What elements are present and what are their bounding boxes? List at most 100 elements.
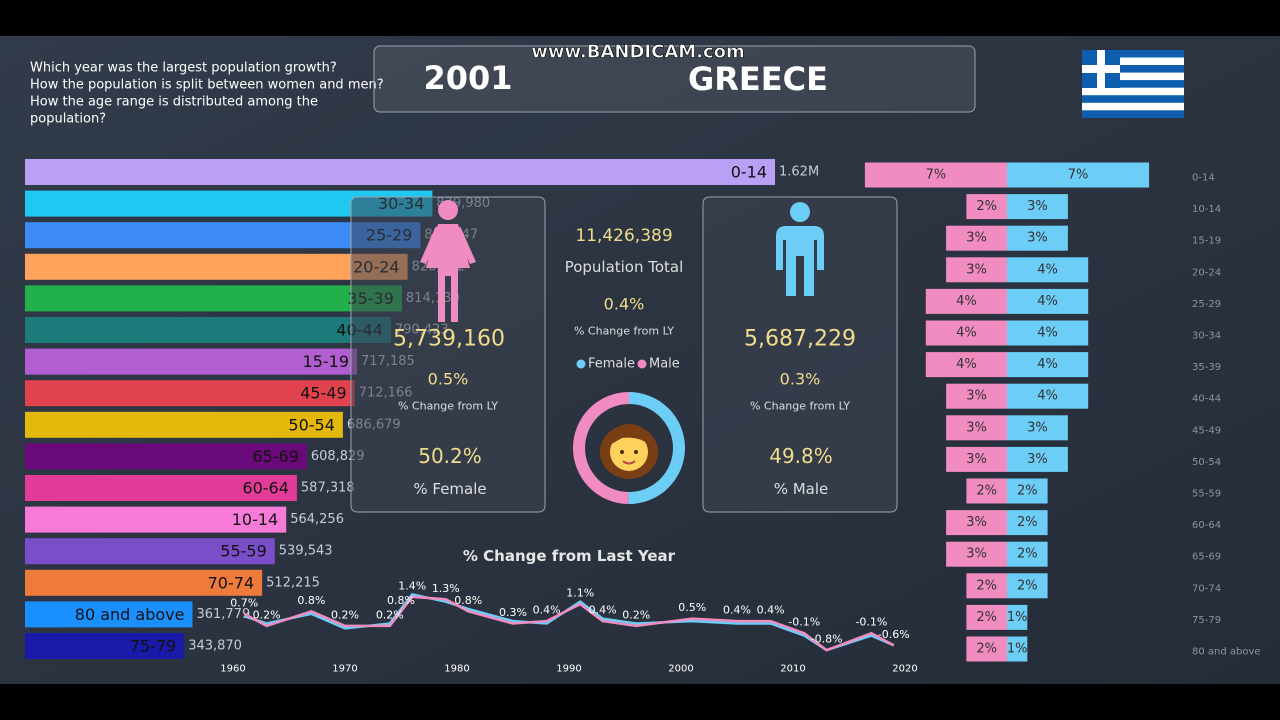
question: population? [30, 112, 106, 127]
data-label: 0.4% [723, 604, 751, 617]
donut-segment [628, 392, 685, 504]
bar [25, 569, 263, 596]
bar-category: 45-49 [300, 384, 347, 403]
pyramid-bar [925, 320, 1007, 346]
legend-label: Female [588, 357, 635, 372]
age-label: 20-24 [1192, 267, 1221, 278]
bar [25, 380, 355, 407]
bar [25, 317, 391, 343]
data-label: 0.5% [678, 601, 706, 614]
age-label: 60-64 [1192, 520, 1221, 531]
year: 2001 [423, 59, 512, 97]
age-label: 40-44 [1192, 394, 1221, 405]
age-label: 70-74 [1192, 583, 1221, 594]
bar-category: 65-69 [252, 447, 299, 466]
pyramid-bar [1007, 225, 1068, 251]
pyramid-bar [925, 352, 1007, 378]
pyramid-bar [1007, 604, 1028, 630]
data-label: 0.8% [297, 594, 325, 607]
data-label: 0.2% [376, 608, 404, 621]
pyramid-label: 2% [976, 199, 997, 214]
bar-value-label: 564,256 [290, 512, 344, 527]
data-label: -0.6% [878, 628, 910, 641]
pyramid-label: 2% [976, 484, 997, 499]
pyramid-label: 3% [1027, 452, 1048, 467]
male-change: 0.3% [780, 370, 821, 389]
data-label: 0.7% [230, 596, 258, 609]
female-icon [420, 200, 476, 322]
pyramid-label: 3% [966, 389, 987, 404]
pyramid-bar [864, 162, 1007, 188]
bar-value-label: 361,779 [196, 607, 250, 622]
bar-category: 70-74 [208, 573, 255, 592]
age-label: 45-49 [1192, 425, 1221, 436]
age-label: 65-69 [1192, 552, 1221, 563]
pyramid-bar [946, 415, 1007, 441]
bar [25, 601, 193, 628]
data-label: -0.8% [811, 633, 843, 646]
pyramid-bar [1007, 415, 1068, 441]
male-change-label: % Change from LY [750, 400, 850, 413]
pyramid-bar [946, 383, 1007, 409]
pyramid-bar [1007, 636, 1028, 662]
pyramid-label: 7% [926, 168, 947, 183]
x-tick-label: 1970 [332, 664, 357, 675]
data-label: 1.1% [566, 587, 594, 600]
legend-swatch [637, 359, 647, 369]
data-label: 1.3% [432, 582, 460, 595]
pyramid-bar [966, 478, 1007, 504]
male-share-label: % Male [774, 480, 829, 498]
pyramid-label: 1% [1007, 642, 1028, 657]
female-share: 50.2% [418, 444, 482, 468]
x-tick-label: 2000 [668, 664, 693, 675]
country: GREECE [688, 60, 828, 98]
pyramid-label: 3% [1027, 199, 1048, 214]
donut-chart: Female Male [573, 357, 685, 504]
pyramid-label: 4% [956, 326, 977, 341]
pyramid-label: 2% [1017, 515, 1038, 530]
pyramid-bar [946, 541, 1007, 567]
pyramid-label: 4% [1037, 326, 1058, 341]
pyramid-label: 1% [1007, 610, 1028, 625]
data-label: -0.1% [855, 616, 887, 629]
male-share: 49.8% [769, 444, 833, 468]
pyramid-label: 2% [976, 578, 997, 593]
bar [25, 159, 775, 185]
pyramid-label: 3% [966, 547, 987, 562]
bar-category: 0-14 [731, 163, 767, 182]
population-change-label: % Change from LY [574, 325, 674, 338]
bar [25, 475, 297, 501]
pyramid-bar [1007, 383, 1089, 409]
bar [25, 411, 343, 438]
legend-label: Male [649, 357, 680, 372]
age-label: 15-19 [1192, 236, 1221, 247]
bar-value-label: 343,870 [188, 639, 242, 654]
pyramid-label: 3% [966, 231, 987, 246]
pyramid-bar [966, 604, 1007, 630]
female-total: 5,739,160 [393, 327, 505, 352]
pyramid-label: 3% [966, 515, 987, 530]
female-share-label: % Female [413, 480, 486, 498]
age-label: 30-34 [1192, 331, 1221, 342]
bar-category: 55-59 [220, 542, 267, 561]
pyramid-label: 4% [1037, 294, 1058, 309]
population-total: 11,426,389 [575, 226, 672, 246]
pyramid-label: 2% [976, 610, 997, 625]
chart-title: % Change from Last Year [463, 547, 676, 565]
pyramid-bar [966, 573, 1007, 599]
watermark: www.BANDICAM.com [531, 42, 745, 63]
male-stats: 5,687,229 0.3% % Change from LY 49.8% % … [744, 327, 856, 499]
legend-swatch [576, 359, 586, 369]
flag [1082, 50, 1184, 118]
bar-value-label: 1.62M [779, 165, 819, 180]
pyramid-label: 2% [1017, 578, 1038, 593]
header-box [373, 45, 976, 113]
bar-category: 10-14 [232, 510, 279, 529]
pyramid-label: 4% [956, 357, 977, 372]
pyramid-bar [946, 225, 1007, 251]
pyramid-label: 4% [956, 294, 977, 309]
bar [25, 443, 307, 470]
pyramid-bar [1007, 288, 1089, 314]
